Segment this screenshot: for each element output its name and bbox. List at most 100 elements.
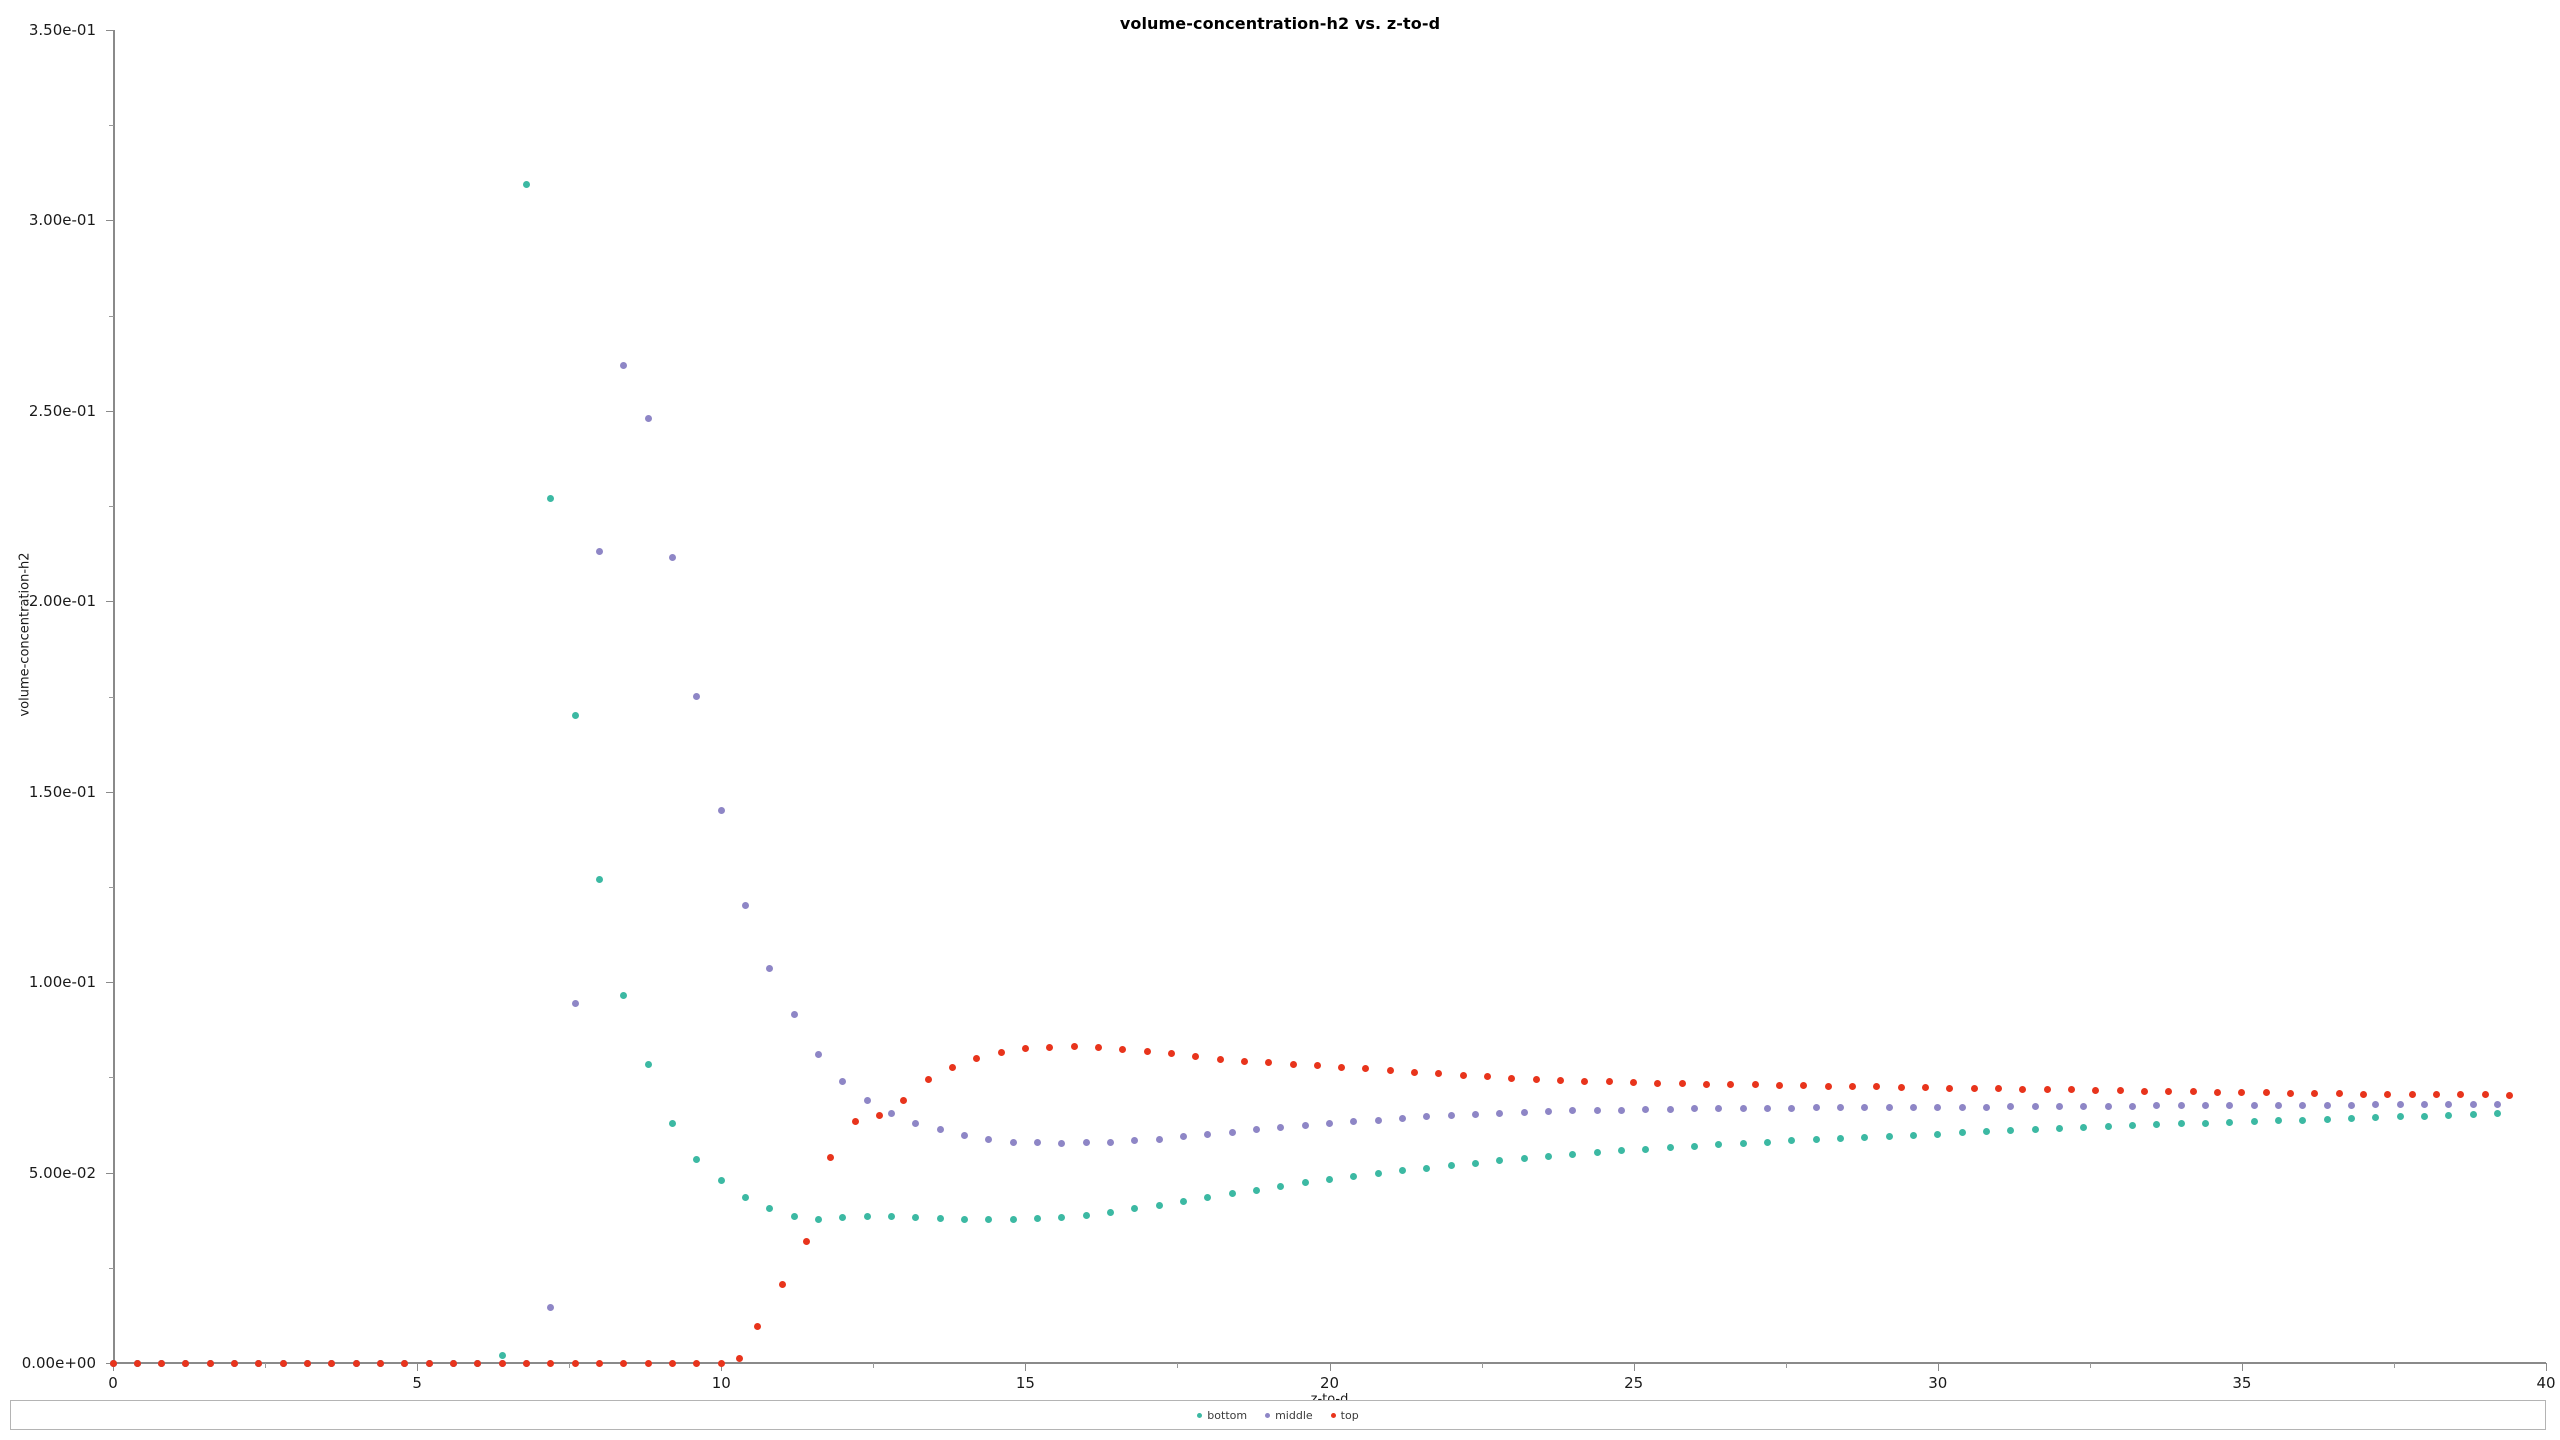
data-point-bottom xyxy=(693,1155,701,1163)
data-point-top xyxy=(2068,1086,2076,1094)
data-point-bottom xyxy=(985,1215,993,1223)
data-point-top xyxy=(717,1359,725,1367)
x-tick-minor-mark xyxy=(1481,1363,1483,1368)
data-point-bottom xyxy=(1009,1215,1017,1223)
data-point-middle xyxy=(2201,1102,2209,1110)
data-point-top xyxy=(1289,1061,1297,1069)
data-point-bottom xyxy=(961,1215,969,1223)
data-point-middle xyxy=(1666,1105,1674,1113)
data-point-bottom xyxy=(1423,1164,1431,1172)
data-point-bottom xyxy=(1082,1211,1090,1219)
data-point-top xyxy=(328,1359,336,1367)
x-tick-label: 10 xyxy=(711,1374,731,1392)
legend-label: top xyxy=(1340,1408,1359,1422)
data-point-middle xyxy=(1544,1108,1552,1116)
x-tick-label: 5 xyxy=(412,1374,422,1392)
y-tick-minor-mark xyxy=(109,506,114,508)
data-point-top xyxy=(2408,1090,2416,1098)
data-point-bottom xyxy=(1909,1131,1917,1139)
chart-legend[interactable]: bottom middle top xyxy=(10,1400,2546,1430)
data-point-top xyxy=(1751,1081,1759,1089)
data-point-top xyxy=(2384,1090,2392,1098)
data-point-top xyxy=(2214,1088,2222,1096)
data-point-middle xyxy=(1617,1106,1625,1114)
data-point-bottom xyxy=(2274,1117,2282,1125)
legend-item-middle[interactable]: middle xyxy=(1265,1409,1313,1422)
data-point-top xyxy=(1849,1082,1857,1090)
data-point-bottom xyxy=(1544,1153,1552,1161)
data-point-top xyxy=(1824,1082,1832,1090)
data-point-middle xyxy=(2323,1101,2331,1109)
data-point-top xyxy=(2457,1091,2465,1099)
data-point-top xyxy=(2189,1088,2197,1096)
data-point-middle xyxy=(1788,1104,1796,1112)
legend-swatch-icon xyxy=(1197,1412,1203,1418)
y-tick-label: 2.00e-01 xyxy=(28,592,96,611)
data-point-bottom xyxy=(1885,1132,1893,1140)
x-tick-mark xyxy=(1633,1363,1635,1371)
data-point-top xyxy=(2506,1091,2513,1099)
y-tick-minor-mark xyxy=(109,1077,114,1079)
data-point-middle xyxy=(547,1304,555,1312)
data-point-top xyxy=(1070,1043,1078,1051)
x-tick-label: 30 xyxy=(1928,1374,1948,1392)
data-point-top xyxy=(997,1049,1005,1057)
data-point-bottom xyxy=(2250,1118,2258,1126)
data-point-top xyxy=(1970,1084,1978,1092)
data-point-top xyxy=(1484,1073,1492,1081)
data-point-bottom xyxy=(766,1205,774,1213)
y-tick-mark xyxy=(106,982,113,984)
legend-item-top[interactable]: top xyxy=(1330,1408,1359,1422)
legend-item-bottom[interactable]: bottom xyxy=(1197,1409,1247,1422)
data-point-middle xyxy=(1058,1139,1066,1147)
data-point-middle xyxy=(2396,1101,2404,1109)
data-point-middle xyxy=(839,1077,847,1085)
data-point-middle xyxy=(2347,1101,2355,1109)
x-tick-minor-mark xyxy=(1177,1363,1179,1368)
data-point-middle xyxy=(1715,1105,1723,1113)
data-point-bottom xyxy=(1642,1145,1650,1153)
data-point-top xyxy=(425,1359,433,1367)
data-point-middle xyxy=(1326,1119,1333,1127)
data-point-top xyxy=(547,1359,555,1367)
x-tick-mark xyxy=(417,1363,419,1371)
data-point-bottom xyxy=(1617,1147,1625,1155)
y-tick-mark xyxy=(106,410,113,412)
y-axis-line xyxy=(113,30,115,1363)
x-tick-mark xyxy=(2546,1363,2547,1371)
data-point-middle xyxy=(1180,1133,1188,1141)
data-point-top xyxy=(2019,1085,2027,1093)
data-point-middle xyxy=(2153,1102,2161,1110)
data-point-bottom xyxy=(1958,1129,1966,1137)
data-point-bottom xyxy=(2177,1120,2185,1128)
data-point-top xyxy=(1216,1055,1224,1063)
data-point-bottom xyxy=(2031,1126,2039,1134)
data-point-bottom xyxy=(1204,1194,1212,1202)
x-tick-minor-mark xyxy=(2393,1363,2395,1368)
data-point-bottom xyxy=(2396,1113,2404,1121)
plot-area xyxy=(109,30,2546,1367)
data-point-middle xyxy=(2493,1100,2501,1108)
data-point-bottom xyxy=(717,1176,725,1184)
data-point-top xyxy=(352,1359,360,1367)
data-point-bottom xyxy=(1374,1169,1382,1177)
data-point-bottom xyxy=(1569,1151,1577,1159)
data-point-bottom xyxy=(2128,1122,2136,1130)
data-point-bottom xyxy=(742,1193,750,1201)
y-axis-title: volume-concentration-h2 xyxy=(17,552,33,717)
data-point-top xyxy=(2262,1089,2270,1097)
data-point-middle xyxy=(1812,1104,1820,1112)
data-point-bottom xyxy=(1593,1149,1601,1157)
data-point-top xyxy=(693,1359,701,1367)
y-tick-label: 2.50e-01 xyxy=(28,401,96,420)
data-point-top xyxy=(1459,1071,1467,1079)
data-point-top xyxy=(1240,1057,1248,1065)
data-point-top xyxy=(255,1359,263,1367)
data-point-bottom xyxy=(1471,1159,1479,1167)
y-tick-minor-mark xyxy=(109,125,114,127)
data-point-middle xyxy=(1763,1104,1771,1112)
data-point-top xyxy=(2043,1086,2051,1094)
x-tick-minor-mark xyxy=(873,1363,875,1368)
y-tick-mark xyxy=(106,1172,113,1174)
